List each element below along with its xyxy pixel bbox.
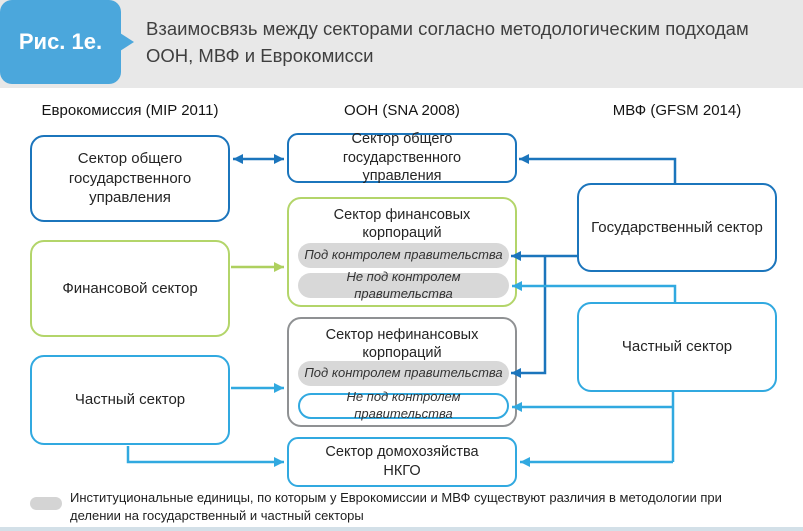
- box-un-general-government-label: Сектор общего государственного управлени…: [342, 130, 462, 185]
- pill-financial-gov-controlled: Под контролем правительства: [298, 243, 509, 268]
- box-imf-public-sector-label: Государственный сектор: [591, 218, 763, 236]
- box-eu-general-government: Сектор общего государственного управлени…: [30, 135, 230, 222]
- column-header-imf: МВФ (GFSM 2014): [612, 102, 742, 119]
- figure-title-line1: Взаимосвязь между секторами согласно мет…: [146, 18, 749, 39]
- figure-title: Взаимосвязь между секторами согласно мет…: [146, 16, 749, 70]
- box-un-general-government: Сектор общего государственного управлени…: [287, 131, 517, 184]
- pill-nonfinancial-not-gov-controlled: Не под контролем правительства: [298, 389, 509, 421]
- box-un-households: Сектор домохозяйства НКГО: [287, 437, 517, 487]
- figure-header: Рис. 1е. Взаимосвязь между секторами сог…: [0, 0, 803, 88]
- pill-financial-not-gov-controlled: Не под контролем правительства: [298, 269, 509, 301]
- box-un-financial-corporations: Сектор финансовых корпораций Под контрол…: [287, 197, 517, 307]
- column-header-eurocommission: Еврокомиссия (MIP 2011): [41, 102, 219, 119]
- legend-text-line1: Институциональные единицы, по которым у …: [70, 490, 722, 505]
- legend-text-line2: делении на государственный и частный сек…: [70, 507, 364, 523]
- pill-nonfinancial-gov-controlled: Под контролем правительства: [298, 361, 509, 386]
- legend-pill-icon: [30, 497, 62, 510]
- box-un-households-label: Сектор домохозяйства НКГО: [325, 444, 479, 479]
- box-eu-financial-sector-label: Финансовой сектор: [62, 279, 198, 297]
- box-eu-private-sector-label: Частный сектор: [74, 391, 186, 409]
- column-header-un: ООН (SNA 2008): [344, 102, 460, 119]
- bottom-divider: [0, 527, 803, 531]
- box-imf-private-sector: Частный сектор: [577, 302, 777, 392]
- box-imf-private-sector-label: Частный сектор: [621, 338, 733, 356]
- box-un-nonfinancial-corporations-label: Сектор нефинансовых корпораций: [325, 327, 479, 362]
- figure-label: Рис. 1е.: [0, 0, 121, 84]
- box-un-nonfinancial-corporations: Сектор нефинансовых корпораций Под контр…: [287, 317, 517, 427]
- box-un-financial-corporations-label: Сектор финансовых корпораций: [333, 207, 471, 242]
- box-un-financial-corporations-title: Сектор финансовых корпораций: [289, 206, 515, 242]
- figure-title-line2: ООН, МВФ и Еврокомисси: [146, 44, 374, 66]
- box-imf-public-sector: Государственный сектор: [577, 183, 777, 272]
- figure-label-text: Рис. 1е.: [18, 29, 103, 54]
- box-un-nonfinancial-corporations-title: Сектор нефинансовых корпораций: [289, 326, 515, 362]
- box-eu-financial-sector: Финансовой сектор: [30, 240, 230, 337]
- box-eu-private-sector: Частный сектор: [30, 355, 230, 445]
- box-eu-general-government-label: Сектор общего государственного управлени…: [68, 150, 192, 207]
- legend-text: Институциональные единицы, по которым у …: [70, 489, 722, 524]
